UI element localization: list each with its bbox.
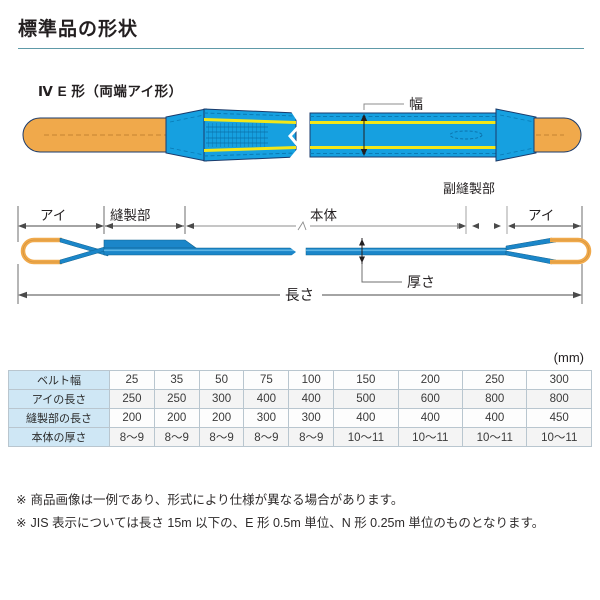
cell: 300 xyxy=(288,408,335,428)
cell: 8〜9 xyxy=(288,427,335,447)
cell: 25 xyxy=(109,370,155,390)
profile-right-taper xyxy=(505,237,557,265)
eye-left-label: アイ xyxy=(40,208,66,223)
profile-break-symbol xyxy=(288,246,304,258)
thickness-dimension-annotation: 厚さ xyxy=(359,238,435,290)
table-row: アイの長さ 250 250 300 400 400 500 600 800 80… xyxy=(8,389,592,409)
sling-belt-perspective-illustration: 幅 xyxy=(0,96,600,178)
cell: 250 xyxy=(462,370,528,390)
cell: 400 xyxy=(243,389,290,409)
table-unit-note: (mm) xyxy=(553,350,584,365)
right-body-section xyxy=(309,112,497,158)
cell: 10〜11 xyxy=(333,427,399,447)
sling-belt-dimension-illustration: 副縫製部 アイ 縫製部 本体 xyxy=(0,181,600,314)
cell: 200 xyxy=(397,370,464,390)
sub-sewn-part-label: 副縫製部 xyxy=(443,182,495,196)
left-eye-loop xyxy=(22,117,171,153)
body-label: 本体 xyxy=(310,208,337,223)
right-taper-section xyxy=(495,108,537,162)
specification-table: ベルト幅 25 35 50 75 100 150 200 250 300 アイの… xyxy=(8,370,592,447)
cell: 100 xyxy=(288,370,335,390)
cell: 8〜9 xyxy=(198,427,245,447)
profile-body-left xyxy=(103,247,297,256)
left-taper-section xyxy=(165,108,207,162)
title-divider xyxy=(18,48,584,49)
footnote-text: 商品画像は一例であり、形式により仕様が異なる場合があります。 xyxy=(30,493,404,507)
row-header-belt-width: ベルト幅 xyxy=(8,370,110,390)
left-body-with-sewn-part xyxy=(203,108,297,162)
cell: 250 xyxy=(109,389,155,409)
eye-right-label: アイ xyxy=(528,208,554,223)
page-title: 標準品の形状 xyxy=(18,19,139,40)
footnotes: ※ 商品画像は一例であり、形式により仕様が異なる場合があります。 ※ JIS 表… xyxy=(16,490,588,537)
asterisk-icon: ※ xyxy=(16,516,27,531)
belt-bottom-svg: 副縫製部 アイ 縫製部 本体 xyxy=(17,181,592,304)
profile-left-taper xyxy=(59,237,109,265)
row-header-eye-length: アイの長さ xyxy=(8,389,110,409)
cell: 50 xyxy=(198,370,245,390)
cell: 500 xyxy=(333,389,399,409)
cell: 400 xyxy=(397,408,464,428)
table-row: ベルト幅 25 35 50 75 100 150 200 250 300 xyxy=(8,370,592,390)
cell: 8〜9 xyxy=(109,427,155,447)
right-eye-loop xyxy=(533,117,582,153)
cell: 200 xyxy=(153,408,200,428)
cell: 300 xyxy=(526,370,592,390)
cell: 8〜9 xyxy=(153,427,200,447)
cell: 800 xyxy=(462,389,528,409)
cell: 200 xyxy=(198,408,245,428)
asterisk-icon: ※ xyxy=(16,493,27,507)
table-row: 縫製部の長さ 200 200 200 300 300 400 400 400 4… xyxy=(8,408,592,428)
cell: 300 xyxy=(243,408,290,428)
belt-top-svg: 幅 xyxy=(22,96,582,162)
row-header-sewn-length: 縫製部の長さ xyxy=(8,408,110,428)
profile-body-right xyxy=(305,247,507,256)
cell: 8〜9 xyxy=(243,427,290,447)
footnote-item: ※ 商品画像は一例であり、形式により仕様が異なる場合があります。 xyxy=(16,490,588,510)
cell: 35 xyxy=(153,370,200,390)
width-dimension-annotation: 幅 xyxy=(360,96,423,156)
profile-right-eye xyxy=(550,237,592,265)
thickness-label: 厚さ xyxy=(407,274,435,290)
cell: 400 xyxy=(288,389,335,409)
cell: 150 xyxy=(333,370,399,390)
row-header-body-thickness: 本体の厚さ xyxy=(8,427,110,447)
cell: 250 xyxy=(153,389,200,409)
dimension-row-top: アイ 縫製部 本体 アイ xyxy=(17,206,583,242)
cell: 10〜11 xyxy=(526,427,592,447)
profile-left-eye xyxy=(20,237,62,265)
length-label: 長さ xyxy=(285,287,314,304)
break-symbol-left xyxy=(288,110,303,160)
cell: 450 xyxy=(526,408,592,428)
cell: 10〜11 xyxy=(462,427,528,447)
spec-table-body: ベルト幅 25 35 50 75 100 150 200 250 300 アイの… xyxy=(8,370,592,447)
cell: 400 xyxy=(462,408,528,428)
cell: 600 xyxy=(397,389,464,409)
cell: 200 xyxy=(109,408,155,428)
cell: 800 xyxy=(526,389,592,409)
footnote-item: ※ JIS 表示については長さ 15m 以下の、E 形 0.5m 単位、N 形 … xyxy=(16,513,588,533)
width-label: 幅 xyxy=(409,96,423,112)
table-row: 本体の厚さ 8〜9 8〜9 8〜9 8〜9 8〜9 10〜11 10〜11 10… xyxy=(8,427,592,447)
profile-sewn-part xyxy=(103,239,197,249)
footnote-text: JIS 表示については長さ 15m 以下の、E 形 0.5m 単位、N 形 0.… xyxy=(30,516,545,531)
length-dimension-annotation: 長さ xyxy=(17,264,583,304)
cell: 400 xyxy=(333,408,399,428)
cell: 75 xyxy=(243,370,290,390)
cell: 10〜11 xyxy=(397,427,464,447)
section-subtitle: Ⅳ E 形（両端アイ形） xyxy=(38,84,183,99)
cell: 300 xyxy=(198,389,245,409)
sewn-part-label: 縫製部 xyxy=(110,208,151,223)
